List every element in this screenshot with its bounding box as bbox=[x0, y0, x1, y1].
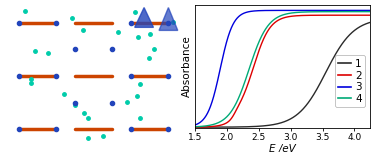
2 bbox=[271, 23, 276, 25]
4 bbox=[211, 124, 215, 125]
3 bbox=[265, 10, 269, 11]
1 bbox=[192, 126, 197, 128]
1 bbox=[315, 87, 320, 89]
2 bbox=[315, 14, 320, 16]
3 bbox=[335, 9, 340, 11]
3 bbox=[211, 98, 215, 100]
1 bbox=[271, 124, 276, 126]
Line: 1: 1 bbox=[195, 21, 373, 127]
4 bbox=[335, 11, 340, 13]
Polygon shape bbox=[135, 8, 153, 27]
1 bbox=[371, 21, 376, 22]
2 bbox=[192, 126, 197, 128]
Legend: 1, 2, 3, 4: 1, 2, 3, 4 bbox=[335, 55, 365, 107]
4 bbox=[332, 11, 336, 13]
4 bbox=[271, 19, 276, 21]
2 bbox=[332, 14, 336, 16]
1 bbox=[335, 50, 340, 52]
3 bbox=[315, 9, 320, 11]
Y-axis label: Absorbance: Absorbance bbox=[182, 36, 192, 97]
3 bbox=[271, 10, 276, 11]
4 bbox=[192, 126, 197, 128]
Polygon shape bbox=[159, 8, 178, 30]
3 bbox=[332, 9, 336, 11]
Line: 4: 4 bbox=[195, 12, 373, 127]
Line: 2: 2 bbox=[195, 15, 373, 127]
2 bbox=[371, 14, 376, 16]
1 bbox=[332, 56, 336, 57]
2 bbox=[265, 31, 269, 33]
4 bbox=[315, 11, 320, 13]
3 bbox=[371, 9, 376, 11]
2 bbox=[211, 126, 215, 127]
4 bbox=[371, 11, 376, 13]
2 bbox=[335, 14, 340, 16]
3 bbox=[192, 124, 197, 126]
4 bbox=[265, 26, 269, 28]
Line: 3: 3 bbox=[195, 10, 373, 125]
1 bbox=[211, 126, 215, 128]
1 bbox=[265, 125, 269, 126]
X-axis label: E /eV: E /eV bbox=[269, 144, 296, 152]
